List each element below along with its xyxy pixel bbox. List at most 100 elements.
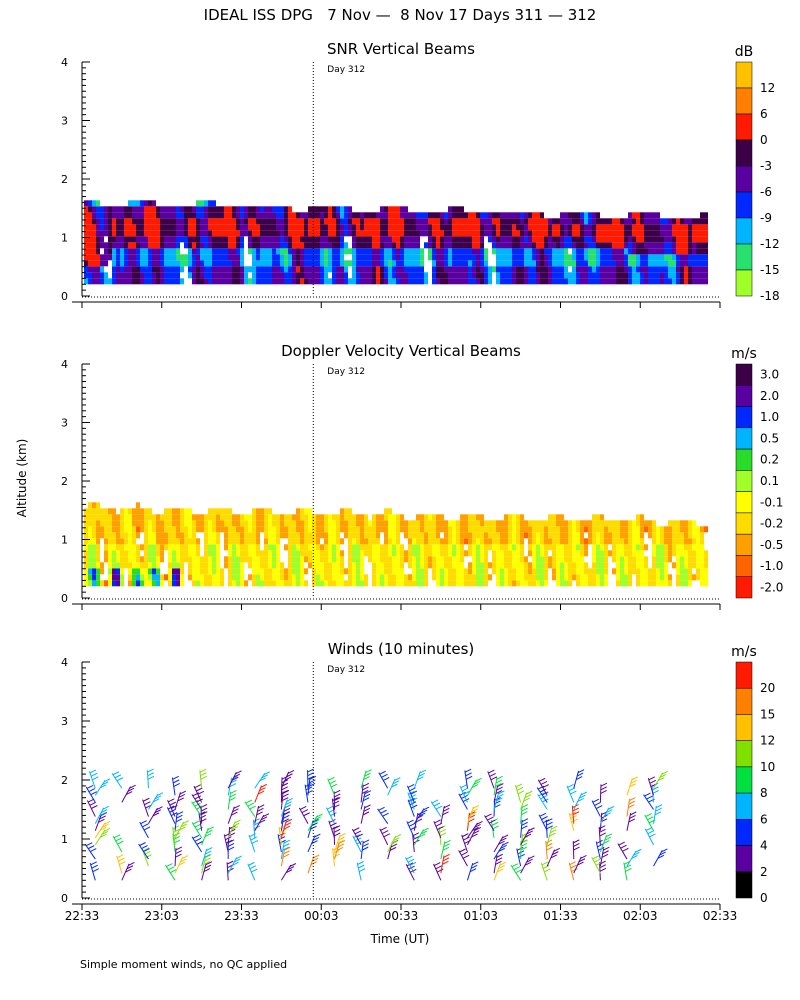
cell <box>208 538 212 545</box>
cell <box>348 526 352 533</box>
cell <box>124 218 128 225</box>
cell <box>644 236 648 243</box>
cell <box>312 218 316 225</box>
cell <box>364 550 368 557</box>
cell <box>164 574 168 581</box>
cell <box>424 562 428 569</box>
cell <box>280 248 284 255</box>
cell <box>144 254 148 261</box>
cell <box>604 218 608 225</box>
cell <box>644 266 648 273</box>
cell <box>692 520 696 527</box>
barb-flag <box>299 805 307 810</box>
cell <box>276 526 280 533</box>
cell <box>644 272 648 279</box>
wind-barb <box>94 813 102 831</box>
cell <box>332 556 336 563</box>
cell <box>648 532 652 539</box>
cell <box>164 508 168 515</box>
cell <box>696 254 700 261</box>
barb-flag <box>433 802 441 807</box>
cell <box>572 532 576 539</box>
cell <box>116 242 120 249</box>
cell <box>584 212 588 219</box>
cell <box>580 224 584 231</box>
barb-flag <box>410 804 418 809</box>
cell <box>116 538 120 545</box>
cell <box>632 532 636 539</box>
cell <box>332 206 336 213</box>
cell <box>548 278 552 285</box>
cell <box>244 532 248 539</box>
cell <box>148 532 152 539</box>
cell <box>204 218 208 225</box>
barb-flag <box>229 793 237 798</box>
cell <box>580 254 584 261</box>
cell <box>548 266 552 273</box>
cell <box>448 266 452 273</box>
cell <box>636 544 640 551</box>
cell <box>108 544 112 551</box>
cell <box>228 538 232 545</box>
cell <box>332 236 336 243</box>
cell <box>632 526 636 533</box>
cell <box>276 230 280 237</box>
cell <box>300 278 304 285</box>
cell <box>376 266 380 273</box>
cell <box>308 212 312 219</box>
barb-flag <box>537 785 545 790</box>
cell <box>444 260 448 267</box>
cell <box>676 230 680 237</box>
cell <box>188 562 192 569</box>
cell <box>340 272 344 279</box>
cell <box>112 278 116 285</box>
cell <box>644 230 648 237</box>
barb-flag <box>143 797 150 802</box>
barb-flag <box>494 804 501 809</box>
cell <box>500 260 504 267</box>
cell <box>144 508 148 515</box>
cell <box>504 550 508 557</box>
cell <box>212 266 216 273</box>
cell <box>608 550 612 557</box>
cell <box>364 574 368 581</box>
cell <box>612 224 616 231</box>
wind-barb <box>201 855 207 874</box>
cell <box>460 254 464 261</box>
cell <box>316 206 320 213</box>
barb-flag <box>546 821 553 826</box>
cell <box>632 248 636 255</box>
cell <box>548 260 552 267</box>
cell <box>148 574 152 581</box>
cell <box>468 230 472 237</box>
colorbar-label: 8 <box>760 786 768 800</box>
cell <box>196 224 200 231</box>
cell <box>644 254 648 261</box>
cell <box>488 266 492 273</box>
cell <box>452 532 456 539</box>
cell <box>356 526 360 533</box>
cell <box>564 224 568 231</box>
barb-flag <box>363 807 371 812</box>
barb-flag <box>655 804 663 809</box>
cell <box>224 532 228 539</box>
cell <box>700 580 704 587</box>
barb-flag <box>410 797 418 802</box>
cell <box>628 266 632 273</box>
cell <box>396 544 400 551</box>
cell <box>152 574 156 581</box>
cell <box>220 248 224 255</box>
cell <box>432 568 436 575</box>
cell <box>556 574 560 581</box>
cell <box>532 580 536 587</box>
cell <box>352 254 356 261</box>
cell <box>604 550 608 557</box>
cell <box>248 230 252 237</box>
cell <box>360 538 364 545</box>
cell <box>152 580 156 587</box>
cell <box>340 230 344 237</box>
cell <box>304 218 308 225</box>
cell <box>564 568 568 575</box>
cell <box>280 254 284 261</box>
barb-flag <box>444 839 451 844</box>
